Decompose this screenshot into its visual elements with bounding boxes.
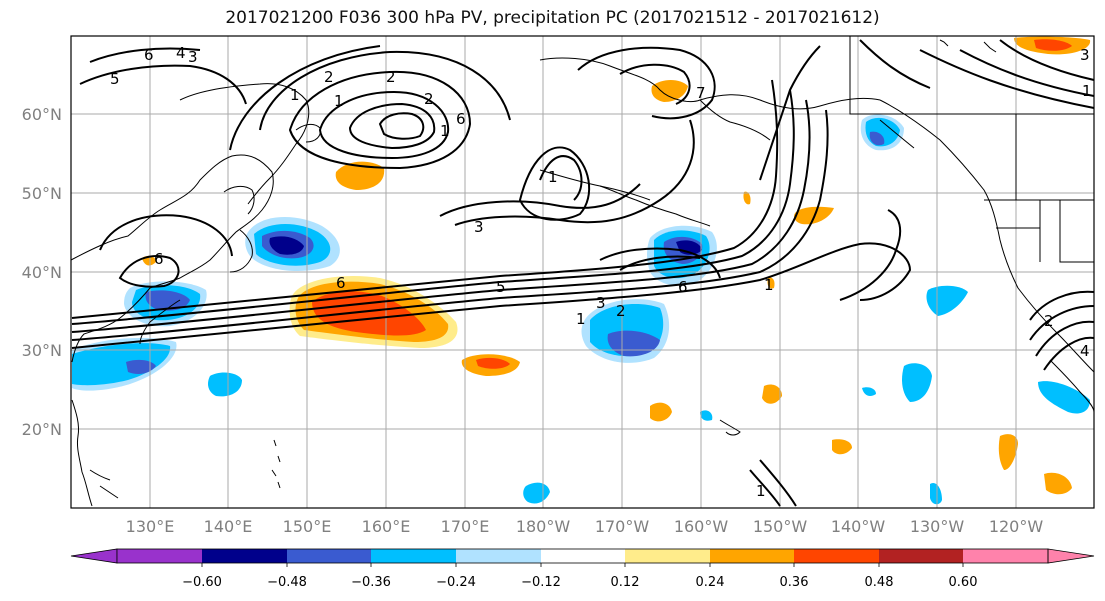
colorbar-tick-label: 0.60 bbox=[949, 575, 978, 590]
colorbar-tick-label: 0.24 bbox=[696, 575, 725, 590]
colorbar-segment bbox=[710, 549, 794, 563]
precip-positive-shading bbox=[142, 36, 1091, 495]
colorbar-segment bbox=[371, 549, 456, 563]
map-frame bbox=[70, 35, 1095, 509]
contour-label: 2 bbox=[386, 68, 396, 86]
contour-label: 3 bbox=[596, 294, 606, 312]
contour-label: 2 bbox=[424, 90, 434, 108]
contour-label: 4 bbox=[1080, 342, 1090, 360]
lat-label-50n: 50°N bbox=[22, 184, 62, 203]
colorbar-tick-label: −0.48 bbox=[267, 575, 307, 590]
lon-label: 140°E bbox=[204, 517, 253, 536]
contour-label: 6 bbox=[456, 110, 466, 128]
lon-label: 170°W bbox=[595, 517, 650, 536]
contour-label: 6 bbox=[144, 46, 154, 64]
colorbar-segment bbox=[287, 549, 371, 563]
colorbar-tick-label: −0.36 bbox=[351, 575, 391, 590]
colorbar-tick-label: 0.12 bbox=[611, 575, 640, 590]
colorbar-segment bbox=[456, 549, 541, 563]
pv-contours bbox=[71, 39, 1095, 507]
contour-label: 6 bbox=[678, 278, 688, 296]
contour-label: 5 bbox=[496, 278, 506, 296]
lon-label: 130°W bbox=[910, 517, 965, 536]
contour-label: 4 bbox=[176, 44, 186, 62]
colorbar-segment bbox=[117, 549, 202, 563]
contour-label: 1 bbox=[290, 86, 300, 104]
lon-label: 150°E bbox=[283, 517, 332, 536]
colorbar-segment bbox=[879, 549, 963, 563]
contour-label: 2 bbox=[1044, 312, 1054, 330]
lat-label-60n: 60°N bbox=[22, 105, 62, 124]
colorbar-extend-min bbox=[70, 548, 118, 564]
lon-label: 130°E bbox=[126, 517, 175, 536]
lat-label-20n: 20°N bbox=[22, 420, 62, 439]
contour-label: 1 bbox=[756, 482, 766, 500]
contour-labels: 5 6 4 3 1 2 1 2 2 1 6 3 1 6 5 3 2 1 6 1 … bbox=[110, 44, 1092, 500]
colorbar-ticks: −0.60 −0.48 −0.36 −0.24 −0.12 0.12 0.24 … bbox=[182, 575, 977, 590]
colorbar-extend-max bbox=[1047, 548, 1095, 564]
contour-label: 1 bbox=[1082, 82, 1092, 100]
contour-label: 3 bbox=[188, 48, 198, 66]
contour-label: 7 bbox=[696, 84, 706, 102]
lon-label: 120°W bbox=[989, 517, 1044, 536]
colorbar-tick-label: 0.48 bbox=[865, 575, 894, 590]
lon-label: 160°W bbox=[674, 517, 729, 536]
lon-label: 160°E bbox=[362, 517, 411, 536]
contour-label: 3 bbox=[474, 218, 484, 236]
colorbar-tick-label: −0.12 bbox=[521, 575, 561, 590]
colorbar-segment bbox=[202, 549, 287, 563]
colorbar-segment bbox=[794, 549, 879, 563]
contour-label: 1 bbox=[764, 276, 774, 294]
contour-label: 3 bbox=[1080, 46, 1090, 64]
colorbar-tick-label: −0.24 bbox=[436, 575, 476, 590]
colorbar-segment bbox=[541, 549, 625, 563]
lon-label: 140°W bbox=[831, 517, 886, 536]
colorbar-tick-label: −0.60 bbox=[182, 575, 222, 590]
contour-label: 6 bbox=[336, 274, 346, 292]
contour-label: 2 bbox=[616, 302, 626, 320]
contour-label: 1 bbox=[440, 122, 450, 140]
lon-label: 170°E bbox=[441, 517, 490, 536]
contour-label: 6 bbox=[154, 250, 164, 268]
colorbar-segment bbox=[625, 549, 710, 563]
precip-negative-shading bbox=[72, 114, 1090, 505]
colorbar-outline bbox=[116, 548, 1049, 564]
map-title: 2017021200 F036 300 hPa PV, precipitatio… bbox=[225, 8, 880, 28]
contour-label: 2 bbox=[324, 68, 334, 86]
longitude-labels: 130°E 140°E 150°E 160°E 170°E 180°W 170°… bbox=[126, 517, 1044, 536]
colorbar: −0.60 −0.48 −0.36 −0.24 −0.12 0.12 0.24 … bbox=[70, 548, 1095, 590]
contour-label: 1 bbox=[334, 92, 344, 110]
colorbar-segments bbox=[70, 548, 1095, 567]
coastlines bbox=[70, 36, 1095, 507]
lat-label-30n: 30°N bbox=[22, 341, 62, 360]
colorbar-segment bbox=[963, 549, 1048, 563]
colorbar-tick-label: 0.36 bbox=[780, 575, 809, 590]
lon-label: 150°W bbox=[753, 517, 808, 536]
contour-label: 5 bbox=[110, 70, 120, 88]
contour-label: 1 bbox=[576, 310, 586, 328]
lon-label: 180°W bbox=[516, 517, 571, 536]
lat-label-40n: 40°N bbox=[22, 263, 62, 282]
latitude-labels: 60°N 50°N 40°N 30°N 20°N bbox=[22, 105, 62, 439]
contour-label: 1 bbox=[548, 168, 558, 186]
